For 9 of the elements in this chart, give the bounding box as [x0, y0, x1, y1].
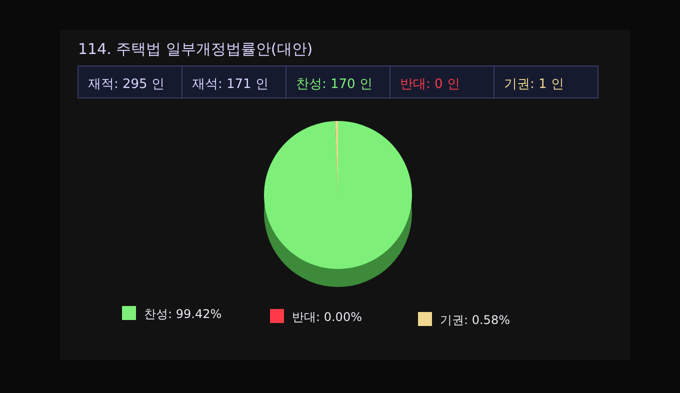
text: 재적: 295 인	[88, 77, 164, 92]
legend-label: 찬성: 99.42%	[144, 307, 222, 321]
legend-label: 반대: 0.00%	[292, 310, 362, 324]
text: 기권: 1 인	[504, 77, 564, 92]
text: 재석: 171 인	[192, 77, 268, 92]
text: 찬성: 170 인	[296, 77, 372, 92]
text: 반대: 0 인	[400, 77, 460, 92]
chart-title: 114. 주택법 일부개정법률안(대안)	[78, 40, 313, 58]
legend-label: 기권: 0.58%	[440, 313, 510, 327]
